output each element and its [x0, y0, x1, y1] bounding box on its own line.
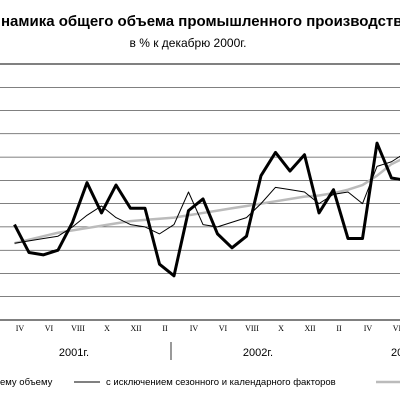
x-tick-label: IV	[364, 324, 373, 333]
x-tick-label: VIII	[245, 324, 259, 333]
year-label-2002: 2002г.	[243, 347, 273, 359]
x-tick-label: XII	[130, 324, 141, 333]
series-line-thick	[13, 141, 400, 278]
chart-title: намика общего объема промышленного произ…	[1, 13, 400, 30]
x-tick-label: VI	[219, 324, 228, 333]
year-label-2003: 20	[391, 347, 400, 359]
chart-subtitle: в % к декабрю 2000г.	[130, 36, 247, 50]
x-tick-label: VIII	[71, 324, 85, 333]
x-tick-label: X	[278, 324, 284, 333]
series-layer	[13, 141, 400, 278]
legend-label-total: ему объему	[0, 377, 53, 388]
legend-label-adjusted: с исключением сезонного и календарного ф…	[106, 377, 336, 388]
x-tick-label: II	[162, 324, 168, 333]
x-tick-label: XII	[304, 324, 315, 333]
x-tick-label: IV	[190, 324, 199, 333]
plot-frame	[0, 63, 400, 321]
x-axis-ticks: IV VI VIII X XII II IV VI VIII X XII II IV VI	[16, 324, 400, 333]
x-tick-label: VI	[45, 324, 54, 333]
series-line-trend	[14, 158, 400, 245]
legend: ему объему с исключением сезонного и кал…	[0, 377, 400, 388]
year-label-2001: 2001г.	[59, 347, 89, 359]
x-tick-label: II	[336, 324, 342, 333]
series-line-thin	[14, 155, 400, 244]
x-tick-label: X	[104, 324, 110, 333]
grid	[0, 87, 400, 297]
x-tick-label: VI	[393, 324, 400, 333]
x-tick-label: IV	[16, 324, 25, 333]
